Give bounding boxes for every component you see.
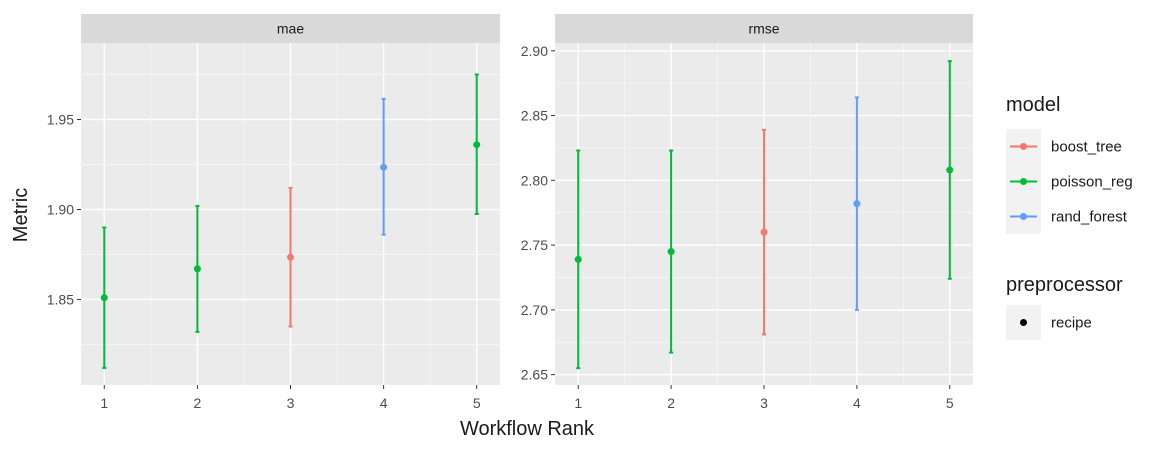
legend-title-model: model bbox=[1006, 94, 1060, 116]
data-point bbox=[473, 141, 481, 149]
y-tick-label: 2.80 bbox=[521, 172, 548, 188]
facet-strip bbox=[81, 14, 500, 43]
legend-title-preprocessor: preprocessor bbox=[1006, 274, 1123, 296]
legend-label: poisson_reg bbox=[1051, 174, 1133, 191]
data-point bbox=[380, 163, 388, 171]
y-tick-label: 2.65 bbox=[521, 367, 548, 383]
y-tick-label: 2.75 bbox=[521, 237, 548, 253]
y-tick-label: 1.85 bbox=[47, 292, 74, 308]
data-point bbox=[667, 248, 675, 256]
legend-key-point bbox=[1020, 143, 1027, 150]
y-tick-label: 1.90 bbox=[47, 202, 74, 218]
y-tick-label: 2.85 bbox=[521, 108, 548, 124]
x-tick-label: 5 bbox=[946, 395, 954, 411]
facet-strip-label: rmse bbox=[748, 21, 779, 37]
x-tick-label: 1 bbox=[574, 395, 582, 411]
x-axis-title: Workflow Rank bbox=[460, 418, 595, 440]
x-tick-label: 4 bbox=[380, 395, 388, 411]
legend-label: boost_tree bbox=[1051, 139, 1122, 156]
legend-key-point bbox=[1020, 178, 1027, 185]
facet-strip bbox=[555, 14, 973, 43]
data-point bbox=[100, 294, 108, 302]
data-point bbox=[193, 265, 201, 273]
legend-key-point bbox=[1020, 213, 1027, 220]
x-tick-label: 5 bbox=[473, 395, 481, 411]
data-point bbox=[574, 255, 582, 263]
y-tick-label: 2.90 bbox=[521, 43, 548, 59]
x-tick-label: 1 bbox=[100, 395, 108, 411]
x-tick-label: 3 bbox=[287, 395, 295, 411]
y-tick-label: 1.95 bbox=[47, 112, 74, 128]
x-tick-label: 2 bbox=[193, 395, 201, 411]
data-point bbox=[946, 166, 954, 174]
data-point bbox=[287, 253, 294, 261]
x-tick-label: 4 bbox=[853, 395, 861, 411]
legend-key-point bbox=[1020, 319, 1027, 326]
x-tick-label: 3 bbox=[760, 395, 768, 411]
x-tick-label: 2 bbox=[667, 395, 675, 411]
legend-label: rand_forest bbox=[1051, 209, 1128, 226]
data-point bbox=[760, 228, 768, 236]
legend-label: recipe bbox=[1051, 315, 1092, 332]
facet-strip-label: mae bbox=[277, 21, 304, 37]
y-axis-title: Metric bbox=[10, 188, 32, 242]
y-tick-label: 2.70 bbox=[521, 302, 548, 318]
data-point bbox=[853, 200, 861, 208]
